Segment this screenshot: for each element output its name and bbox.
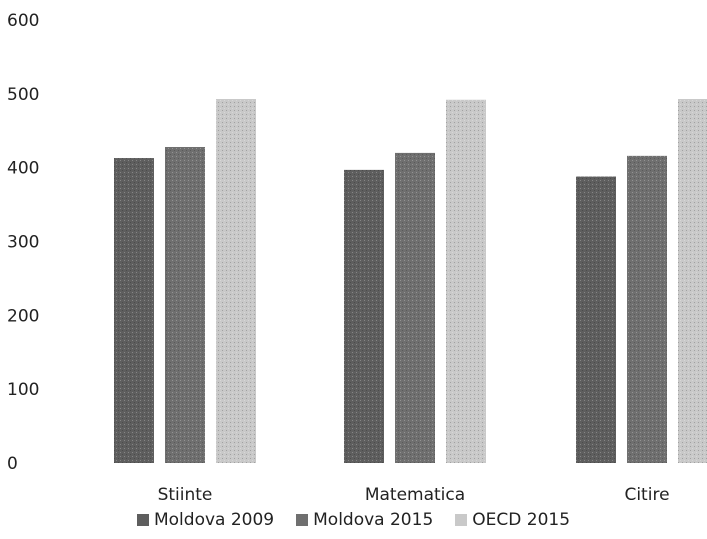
legend-item: Moldova 2015 <box>296 510 433 530</box>
legend-swatch <box>136 514 149 526</box>
bar-stiinte-moldova-2015 <box>165 146 205 463</box>
legend-label: Moldova 2009 <box>153 510 275 530</box>
bar-stiinte-oecd-2015 <box>216 99 256 464</box>
bar-citire-moldova-2015 <box>627 155 667 463</box>
x-tick-label: Matematica <box>365 485 465 505</box>
y-axis: 0 100 200 300 400 500 600 <box>7 11 39 474</box>
bar-series-group <box>114 99 707 464</box>
bar-stiinte-moldova-2009 <box>114 158 154 463</box>
chart-legend: Moldova 2009 Moldova 2015 OECD 2015 <box>0 510 707 530</box>
y-tick-label: 600 <box>7 11 39 31</box>
legend-item: Moldova 2009 <box>136 510 275 530</box>
bar-matematica-oecd-2015 <box>446 99 486 464</box>
bar-matematica-moldova-2015 <box>395 152 435 463</box>
y-tick-label: 200 <box>7 306 39 326</box>
bar-citire-oecd-2015 <box>678 99 707 464</box>
legend-swatch <box>455 514 468 526</box>
legend-swatch <box>296 514 309 526</box>
legend-label: OECD 2015 <box>472 510 571 530</box>
y-tick-label: 100 <box>7 380 39 400</box>
legend-item: OECD 2015 <box>455 510 570 530</box>
bar-matematica-moldova-2009 <box>344 169 384 464</box>
x-axis: Stiinte Matematica Citire <box>158 485 670 505</box>
bar-citire-moldova-2009 <box>576 176 616 463</box>
legend-label: Moldova 2015 <box>313 510 434 530</box>
y-tick-label: 300 <box>7 233 39 253</box>
y-tick-label: 0 <box>7 454 18 474</box>
x-tick-label: Stiinte <box>158 485 213 505</box>
x-tick-label: Citire <box>624 485 669 505</box>
y-tick-label: 500 <box>7 85 39 105</box>
y-tick-label: 400 <box>7 159 39 179</box>
